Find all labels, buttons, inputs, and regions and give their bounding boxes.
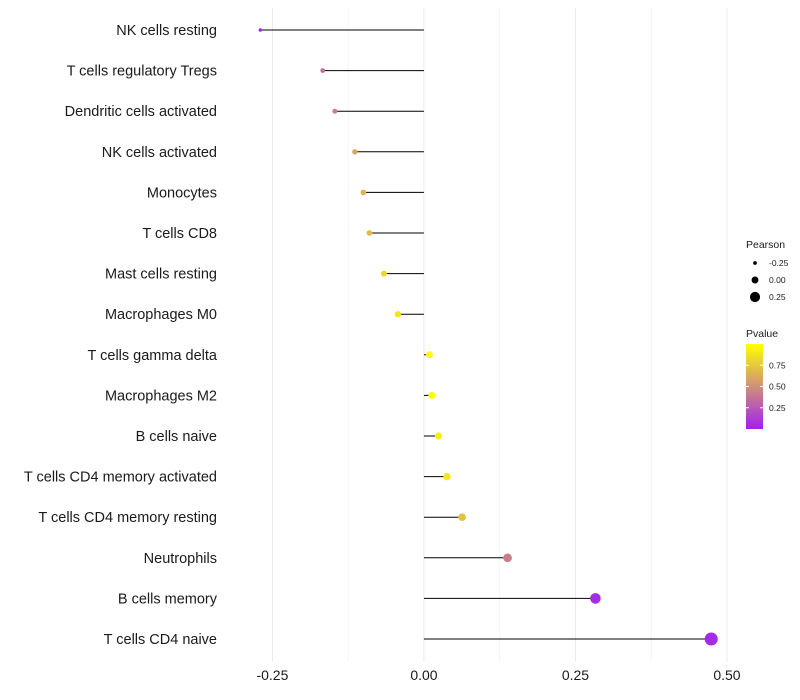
category-label: T cells CD4 memory resting (38, 510, 217, 526)
category-label: T cells CD4 naive (104, 632, 217, 648)
category-label: T cells regulatory Tregs (67, 64, 217, 80)
x-tick-label: 0.50 (713, 667, 740, 683)
lollipop-point (590, 593, 601, 604)
category-label: Neutrophils (144, 551, 217, 567)
lollipop-point (704, 632, 718, 646)
lollipop-points (258, 28, 718, 646)
x-axis-tick-labels: -0.25 0.00 0.25 0.50 (256, 667, 740, 683)
category-label: T cells gamma delta (88, 348, 218, 364)
lollipop-point (360, 189, 367, 196)
category-label: B cells naive (136, 429, 217, 445)
color-legend-label: 0.75 (769, 360, 786, 370)
lollipop-point (258, 28, 262, 32)
lollipop-point (394, 311, 402, 318)
x-tick-label: 0.00 (410, 667, 437, 683)
category-label: T cells CD8 (142, 226, 217, 242)
lollipop-point (352, 149, 358, 155)
legend: Pearson -0.25 0.00 0.25 Pvalue 0.75 0.50 0.25 (746, 239, 789, 429)
lollipop-point (458, 513, 466, 522)
lollipop-point (380, 270, 387, 277)
lollipop-point (332, 108, 338, 114)
color-legend-title: Pvalue (746, 328, 778, 340)
x-tick-label: 0.25 (562, 667, 589, 683)
size-legend-key (753, 261, 757, 265)
color-legend-label: 0.25 (769, 403, 786, 413)
lollipop-point (320, 68, 326, 73)
category-label: NK cells resting (116, 23, 217, 39)
category-label: NK cells activated (102, 145, 217, 161)
size-legend-label: -0.25 (769, 258, 789, 268)
category-label: Dendritic cells activated (65, 104, 217, 120)
category-axis-labels: NK cells resting T cells regulatory Tregs… (24, 23, 218, 648)
size-legend-key (749, 291, 761, 303)
lollipop-point (425, 351, 433, 359)
lollipop-point (434, 432, 443, 440)
x-tick-label: -0.25 (256, 667, 288, 683)
category-label: Macrophages M2 (105, 388, 217, 404)
lollipop-stems (260, 29, 712, 640)
color-legend-bar (746, 344, 763, 429)
lollipop-point (503, 553, 512, 563)
category-label: B cells memory (118, 591, 218, 607)
color-legend-label: 0.50 (769, 382, 786, 392)
grid-lines (271, 8, 728, 662)
lollipop-point (443, 472, 451, 481)
category-label: Macrophages M0 (105, 307, 217, 323)
lollipop-point (366, 230, 373, 236)
lollipop-point (428, 391, 436, 399)
size-legend-title: Pearson (746, 239, 785, 251)
category-label: T cells CD4 memory activated (24, 470, 217, 486)
category-label: Mast cells resting (105, 267, 217, 283)
size-legend-label: 0.00 (769, 275, 786, 285)
size-legend-label: 0.25 (769, 292, 786, 302)
size-legend-key (751, 276, 759, 284)
category-label: Monocytes (147, 185, 217, 201)
